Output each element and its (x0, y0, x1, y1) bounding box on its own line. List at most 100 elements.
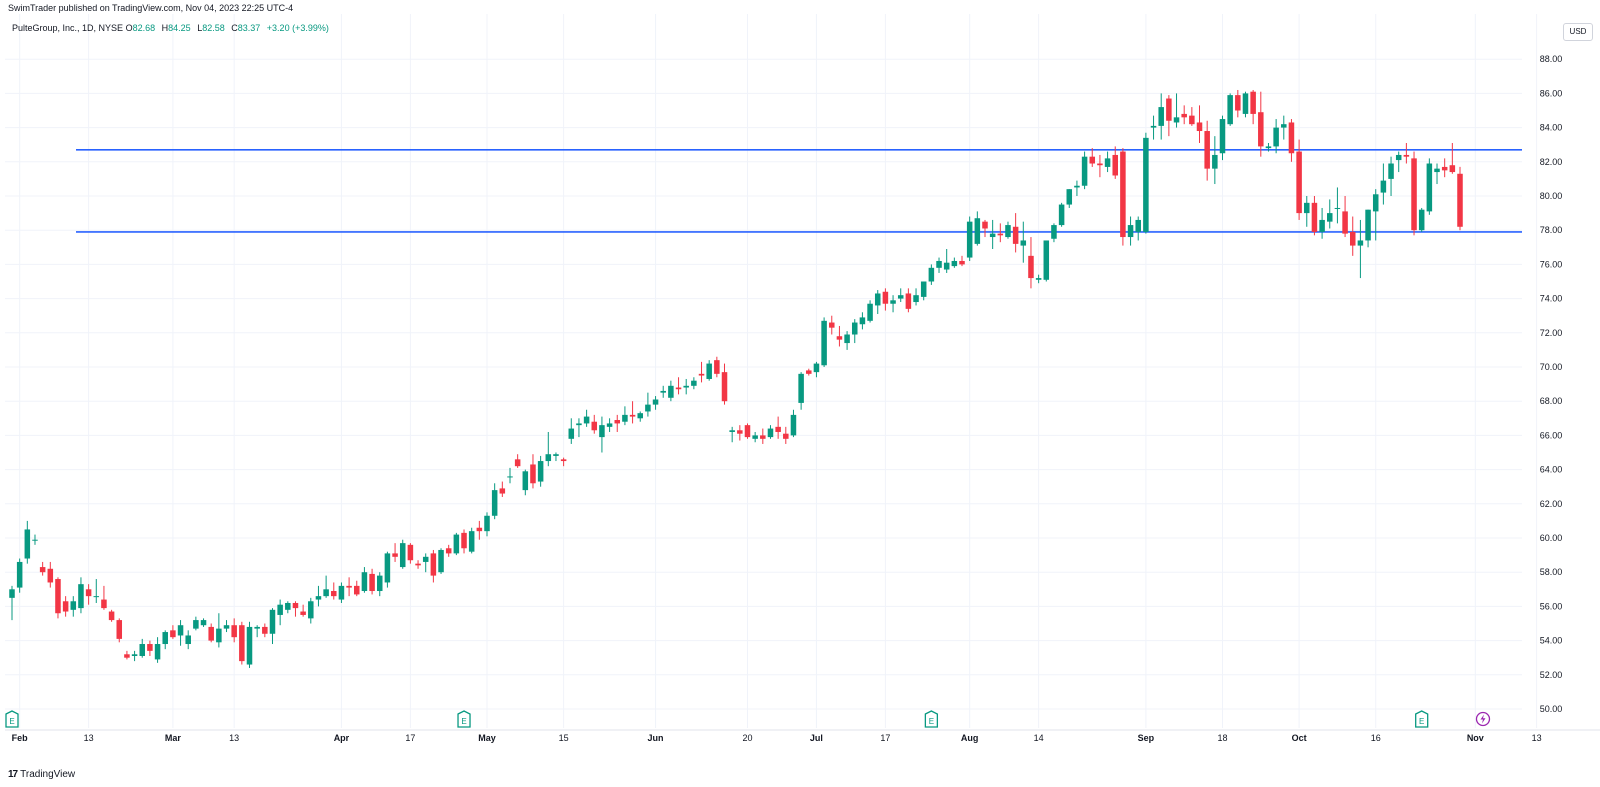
candle-body (139, 644, 146, 656)
candle-body (790, 414, 797, 436)
candle-body (223, 625, 230, 629)
candle-body (491, 490, 498, 516)
candle-body (1349, 231, 1356, 246)
candle-body (928, 267, 935, 282)
price-tick-label: 52.00 (1540, 670, 1563, 680)
low-value: 82.58 (202, 23, 225, 33)
price-tick-label: 66.00 (1540, 430, 1563, 440)
change-value: +3.20 (+3.99%) (266, 23, 329, 33)
candle-body (813, 363, 820, 373)
candle-body (499, 488, 506, 494)
price-tick-label: 50.00 (1540, 704, 1563, 714)
dividend-lightning-icon[interactable] (1475, 711, 1491, 727)
candle-body (1235, 95, 1241, 111)
candle-body (920, 281, 927, 297)
open-label: O (125, 23, 133, 33)
candle-body (1043, 240, 1050, 280)
candle-body (545, 454, 552, 462)
published-caption: SwimTrader published on TradingView.com,… (8, 3, 294, 13)
price-tick-label: 84.00 (1540, 123, 1563, 133)
candle-body (300, 611, 306, 615)
event-marker-bolt (1480, 714, 1486, 724)
price-tick-label: 86.00 (1540, 88, 1563, 98)
candle-body (829, 322, 835, 328)
price-tick-label: 88.00 (1540, 54, 1563, 64)
price-tick-label: 70.00 (1540, 362, 1563, 372)
candle-body (1288, 122, 1295, 154)
earnings-marker-shape (457, 710, 471, 728)
price-tick-label: 58.00 (1540, 567, 1563, 577)
candle-body (177, 625, 184, 636)
candle-body (392, 553, 398, 557)
candle-body (1304, 202, 1310, 214)
price-axis[interactable]: 50.00 52.00 54.00 56.00 58.00 60.00 62.00 64.00… (1540, 54, 1563, 714)
tradingview-brand: TradingView (20, 769, 76, 780)
candle-body (882, 291, 889, 304)
candle-body (1028, 255, 1034, 279)
candle-body (1434, 168, 1440, 173)
candle-body (1372, 194, 1379, 212)
candle-body (1189, 115, 1195, 125)
time-tick-label: Mar (165, 733, 182, 743)
candle-body (721, 372, 728, 402)
candle-body (1074, 185, 1080, 188)
price-tick-label: 76.00 (1540, 259, 1563, 269)
candle-body (1005, 225, 1011, 238)
currency-button[interactable]: USD (1563, 23, 1593, 41)
candle-body (1150, 125, 1157, 128)
price-tick-label: 62.00 (1540, 499, 1563, 509)
symbol-name[interactable]: PulteGroup, Inc., 1D, NYSE (12, 23, 124, 33)
price-tick-label: 54.00 (1540, 636, 1563, 646)
candle-body (308, 601, 314, 619)
candle-body (376, 575, 383, 592)
candle-body (269, 609, 276, 634)
earnings-icon[interactable]: E (5, 710, 19, 728)
candle-body (767, 428, 774, 438)
candle-body (775, 426, 781, 432)
candle-body (1127, 225, 1134, 238)
earnings-marker-letter: E (929, 717, 934, 726)
candle-body (507, 476, 513, 478)
candle-body (798, 373, 804, 403)
candle-body (39, 567, 46, 573)
candle-body (108, 611, 115, 621)
tradingview-footer[interactable]: 17 TradingView (8, 769, 75, 780)
candle-body (407, 544, 414, 561)
horizontal-levels[interactable] (76, 149, 1522, 233)
earnings-icon[interactable]: E (1415, 710, 1429, 728)
candle-body (354, 585, 360, 595)
candle-body (1265, 146, 1272, 149)
candle-body (254, 626, 260, 629)
candle-body (691, 380, 697, 386)
candle-body (323, 589, 329, 597)
candle-body (1334, 207, 1341, 209)
candle-body (821, 320, 827, 366)
candle-body (591, 421, 598, 431)
candle-body (606, 423, 613, 427)
candle-body (1403, 154, 1410, 157)
candle-body (1012, 226, 1019, 244)
time-axis[interactable]: Feb 13 Mar 13 Apr 17 May 15 Jun 20 Jul 17 Aug 14 Sep 18… (5, 729, 1600, 743)
candle-body (461, 532, 467, 549)
earnings-marker-shape (1415, 710, 1429, 728)
candle-body (897, 295, 904, 299)
earnings-icon[interactable]: E (457, 710, 471, 728)
candle-body (438, 549, 444, 573)
time-tick-label: Nov (1467, 733, 1484, 743)
candle-body (124, 654, 130, 658)
time-tick-label: 18 (1217, 733, 1227, 743)
candle-body (583, 416, 590, 424)
candle-body (445, 548, 452, 554)
candle-body (1395, 154, 1402, 161)
candle-body (93, 596, 100, 598)
candle-body (1173, 117, 1180, 123)
price-tick-label: 74.00 (1540, 294, 1563, 304)
candle-body (331, 591, 337, 597)
earnings-icon[interactable]: E (924, 710, 939, 728)
open-value: 82.68 (132, 23, 156, 33)
high-label: H (161, 23, 169, 33)
candle-body (185, 635, 191, 645)
candle-body (208, 626, 214, 641)
